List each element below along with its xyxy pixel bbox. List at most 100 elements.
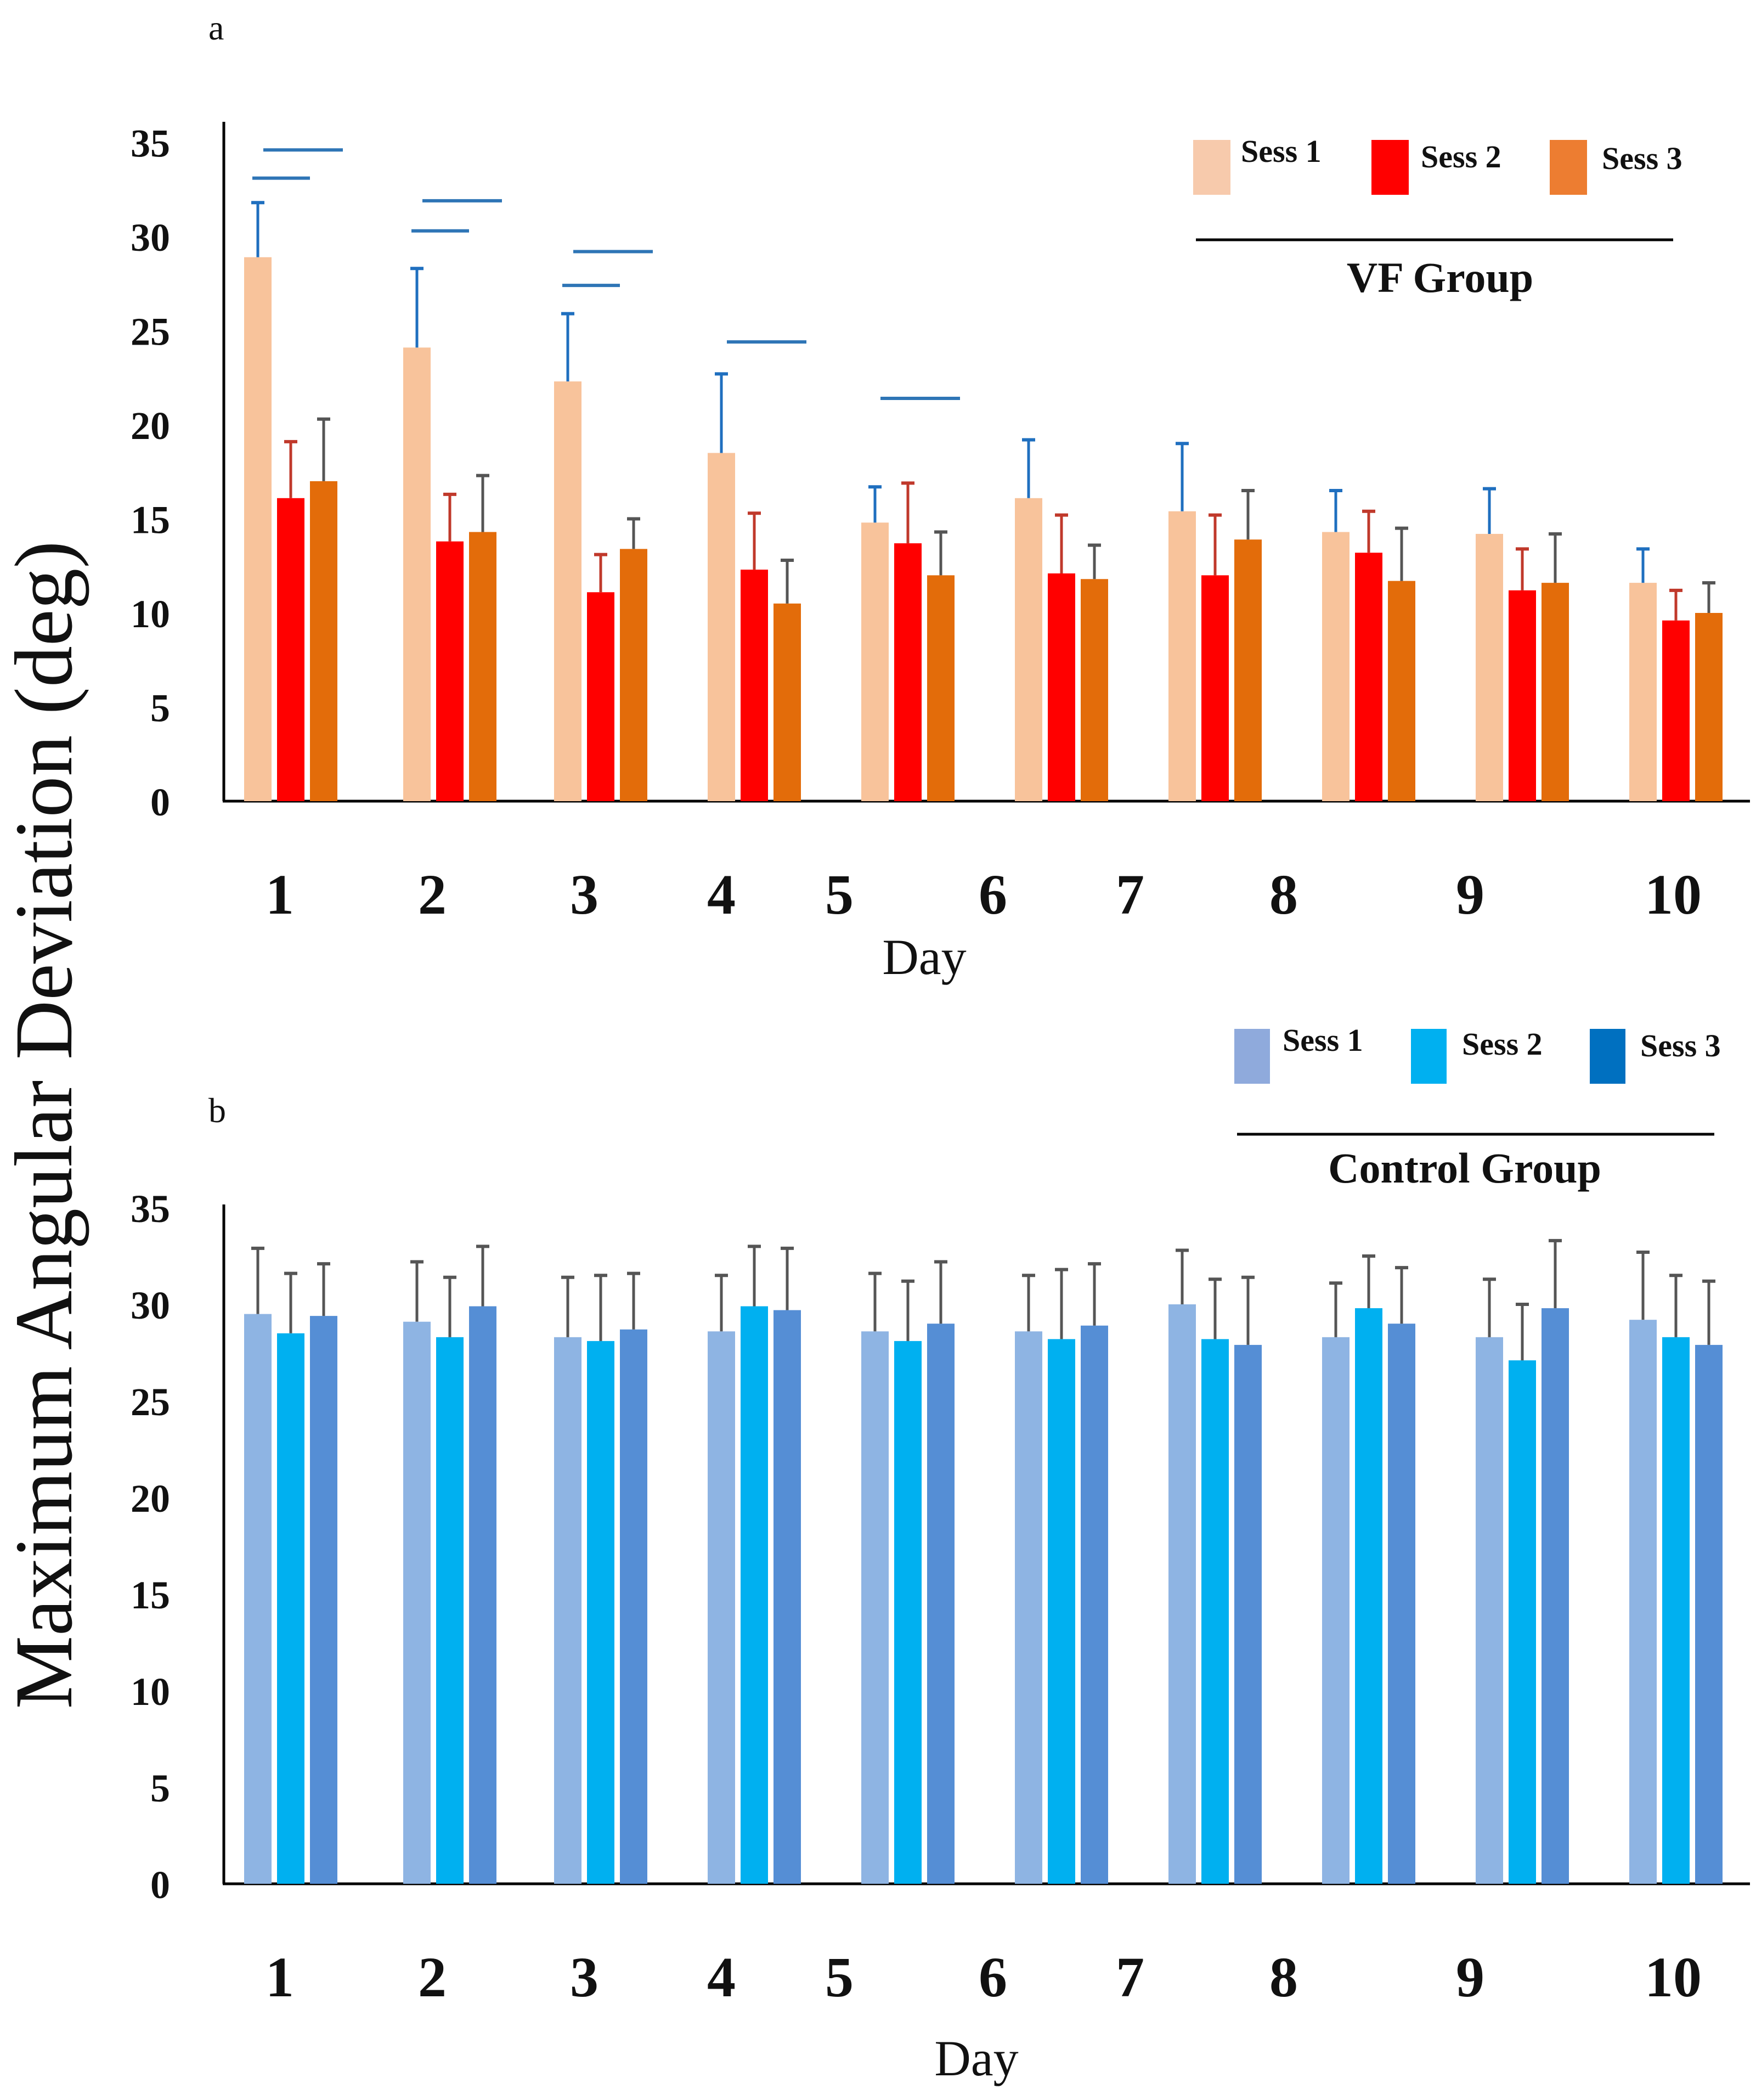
panel-a-bar-sess2-day5 [894, 543, 922, 801]
panel-b-bar-sess1-day4 [708, 1331, 735, 1884]
panel-b-y-tick-label: 35 [131, 1187, 170, 1231]
panel-a-bar-sess3-day1 [310, 481, 337, 801]
panel-a-bar-sess3-day3 [620, 549, 647, 801]
panel-a-x-tick-label: 2 [418, 863, 447, 926]
panel-b-bar-sess2-day3 [587, 1341, 614, 1884]
panel-a-legend-swatch-sess3 [1550, 140, 1587, 195]
panel-b-x-tick-label: 9 [1456, 1946, 1484, 2009]
panel-a-bar-sess3-day4 [773, 603, 801, 801]
panel-a-x-tick-label: 1 [266, 863, 294, 926]
panel-a-legend-swatch-sess1 [1193, 140, 1230, 195]
panel-b-bar-sess1-day3 [554, 1337, 581, 1884]
panel-a-legend-swatch-sess2 [1371, 140, 1409, 195]
panel-a-bar-sess2-day6 [1048, 573, 1075, 801]
panel-b-bar-sess3-day1 [310, 1316, 337, 1884]
panel-b-x-tick-label: 8 [1269, 1946, 1298, 2009]
panel-b-x-tick-label: 10 [1645, 1946, 1702, 2009]
panel-b-bar-sess3-day2 [469, 1306, 496, 1884]
panel-a-bar-sess2-day3 [587, 592, 614, 801]
panel-a-bar-sess1-day5 [861, 522, 889, 801]
panel-a-bar-sess3-day10 [1695, 613, 1723, 801]
panel-a-y-tick-label: 20 [131, 404, 170, 448]
panel-a-bar-sess1-day10 [1629, 583, 1657, 801]
panel-a-bar-sess2-day4 [741, 570, 768, 801]
panel-b-bar-sess1-day7 [1168, 1304, 1196, 1884]
panel-b-x-tick-label: 5 [825, 1946, 854, 2009]
panel-b-legend-label-sess1: Sess 1 [1283, 1022, 1363, 1058]
panel-b-y-tick-label: 5 [150, 1766, 170, 1810]
panel-b-bar-sess3-day9 [1542, 1308, 1569, 1884]
panel-a-x-tick-label: 5 [825, 863, 854, 926]
panel-b-x-tick-label: 7 [1116, 1946, 1144, 2009]
panel-b-bar-sess2-day6 [1048, 1339, 1075, 1884]
panel-b-bar-sess2-day2 [436, 1337, 464, 1884]
panel-b-y-tick-label: 0 [150, 1863, 170, 1907]
panel-a-bar-sess2-day9 [1509, 590, 1536, 801]
panel-b-y-tick-label: 10 [131, 1670, 170, 1714]
panel-a-bar-sess1-day1 [244, 257, 272, 802]
panel-a-legend: Sess 1 Sess 2 Sess 3 VF Group [1193, 133, 1682, 301]
panel-b-bar-sess2-day8 [1355, 1308, 1382, 1884]
panel-b-legend-swatch-sess3 [1590, 1029, 1625, 1084]
panel-a-x-tick-label: 8 [1269, 863, 1298, 926]
panel-a-y-tick-label: 15 [131, 498, 170, 542]
panel-b-x-tick-label: 6 [979, 1946, 1007, 2009]
panel-a-label: a [208, 8, 224, 47]
panel-a-bar-sess1-day4 [708, 453, 735, 801]
panel-b-legend-label-sess2: Sess 2 [1462, 1026, 1543, 1062]
panel-b-bar-sess1-day2 [403, 1321, 431, 1884]
panel-a-legend-label-sess2: Sess 2 [1421, 139, 1501, 174]
panel-b-legend-label-sess3: Sess 3 [1640, 1028, 1721, 1063]
panel-a-bar-sess2-day2 [436, 541, 464, 801]
panel-b-bar-sess1-day1 [244, 1314, 272, 1884]
panel-a-bar-sess2-day8 [1355, 553, 1382, 801]
panel-b-bar-sess3-day8 [1388, 1324, 1415, 1884]
panel-a-y-tick-label: 35 [131, 122, 170, 166]
panel-b-y-tick-label: 30 [131, 1283, 170, 1327]
panel-b-bar-sess2-day9 [1509, 1360, 1536, 1884]
panel-a-chart: a 0 5 10 15 20 25 30 35 1 2 3 4 5 6 7 8 9 10 Day Sess 1 … [131, 8, 1750, 985]
panel-a-x-tick-label: 3 [570, 863, 598, 926]
panel-b-bar-sess1-day8 [1322, 1337, 1350, 1884]
panel-a-bar-sess1-day3 [554, 381, 581, 801]
panel-a-legend-label-sess3: Sess 3 [1602, 140, 1682, 176]
panel-b-chart: b 0 5 10 15 20 25 30 35 1 2 3 4 5 6 7 8 9 10 Day Sess 1 … [131, 1022, 1750, 2086]
panel-a-x-tick-label: 9 [1456, 863, 1484, 926]
panel-b-bar-sess2-day1 [277, 1333, 304, 1884]
panel-a-x-tick-label: 6 [979, 863, 1007, 926]
panel-a-legend-label-sess1: Sess 1 [1241, 133, 1322, 169]
panel-a-x-tick-label: 10 [1645, 863, 1702, 926]
panel-b-bar-sess1-day5 [861, 1331, 889, 1884]
panel-b-group-name: Control Group [1328, 1144, 1601, 1192]
panel-b-x-tick-label: 1 [266, 1946, 294, 2009]
panel-a-bar-sess3-day6 [1081, 579, 1108, 801]
panel-a-x-tick-label: 4 [707, 863, 736, 926]
panel-b-bar-sess3-day6 [1081, 1325, 1108, 1884]
panel-b-bar-sess1-day10 [1629, 1320, 1657, 1884]
panel-b-legend: Sess 1 Sess 2 Sess 3 Control Group [1234, 1022, 1721, 1192]
panel-a-bar-sess3-day2 [469, 532, 496, 801]
panel-a-y-tick-label: 0 [150, 780, 170, 824]
panel-a-bar-sess3-day8 [1388, 581, 1415, 801]
panel-b-x-tick-label: 4 [707, 1946, 736, 2009]
panel-b-bar-sess1-day6 [1015, 1331, 1042, 1884]
panel-b-y-tick-label: 20 [131, 1477, 170, 1521]
panel-b-legend-swatch-sess1 [1234, 1029, 1270, 1084]
panel-b-legend-swatch-sess2 [1411, 1029, 1447, 1084]
panel-b-bar-sess3-day5 [927, 1324, 955, 1884]
panel-b-x-axis-label: Day [934, 2030, 1018, 2086]
panel-a-bar-sess3-day9 [1542, 583, 1569, 801]
panel-b-bar-sess2-day4 [741, 1306, 768, 1884]
panel-a-bar-sess1-day6 [1015, 498, 1042, 801]
panel-b-bar-sess3-day10 [1695, 1344, 1723, 1884]
panel-b-bar-sess2-day10 [1662, 1337, 1690, 1884]
panel-a-bar-sess1-day2 [403, 347, 431, 801]
panel-b-y-tick-label: 25 [131, 1380, 170, 1424]
panel-a-y-tick-label: 5 [150, 686, 170, 730]
panel-a-bar-sess3-day5 [927, 575, 955, 801]
panel-a-x-tick-label: 7 [1116, 863, 1144, 926]
panel-b-bar-sess2-day7 [1201, 1339, 1229, 1884]
panel-a-bar-sess3-day7 [1234, 539, 1262, 801]
panel-b-y-tick-label: 15 [131, 1573, 170, 1617]
